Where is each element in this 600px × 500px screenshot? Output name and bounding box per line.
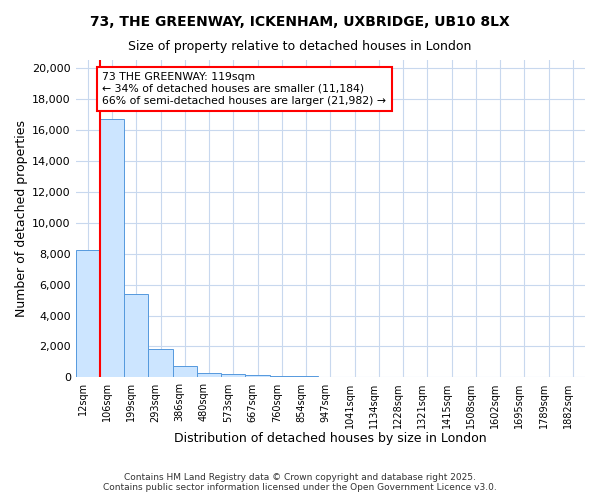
- Text: 73 THE GREENWAY: 119sqm
← 34% of detached houses are smaller (11,184)
66% of sem: 73 THE GREENWAY: 119sqm ← 34% of detache…: [103, 72, 386, 106]
- Text: Size of property relative to detached houses in London: Size of property relative to detached ho…: [128, 40, 472, 53]
- Bar: [197, 373, 221, 378]
- Text: Contains HM Land Registry data © Crown copyright and database right 2025.
Contai: Contains HM Land Registry data © Crown c…: [103, 473, 497, 492]
- Bar: [269, 376, 294, 378]
- Bar: [124, 294, 148, 378]
- Bar: [173, 366, 197, 378]
- Bar: [294, 376, 318, 378]
- Text: 73, THE GREENWAY, ICKENHAM, UXBRIDGE, UB10 8LX: 73, THE GREENWAY, ICKENHAM, UXBRIDGE, UB…: [90, 15, 510, 29]
- X-axis label: Distribution of detached houses by size in London: Distribution of detached houses by size …: [174, 432, 487, 445]
- Bar: [100, 119, 124, 378]
- Bar: [148, 349, 173, 378]
- Y-axis label: Number of detached properties: Number of detached properties: [15, 120, 28, 317]
- Bar: [76, 250, 100, 378]
- Bar: [245, 375, 269, 378]
- Bar: [221, 374, 245, 378]
